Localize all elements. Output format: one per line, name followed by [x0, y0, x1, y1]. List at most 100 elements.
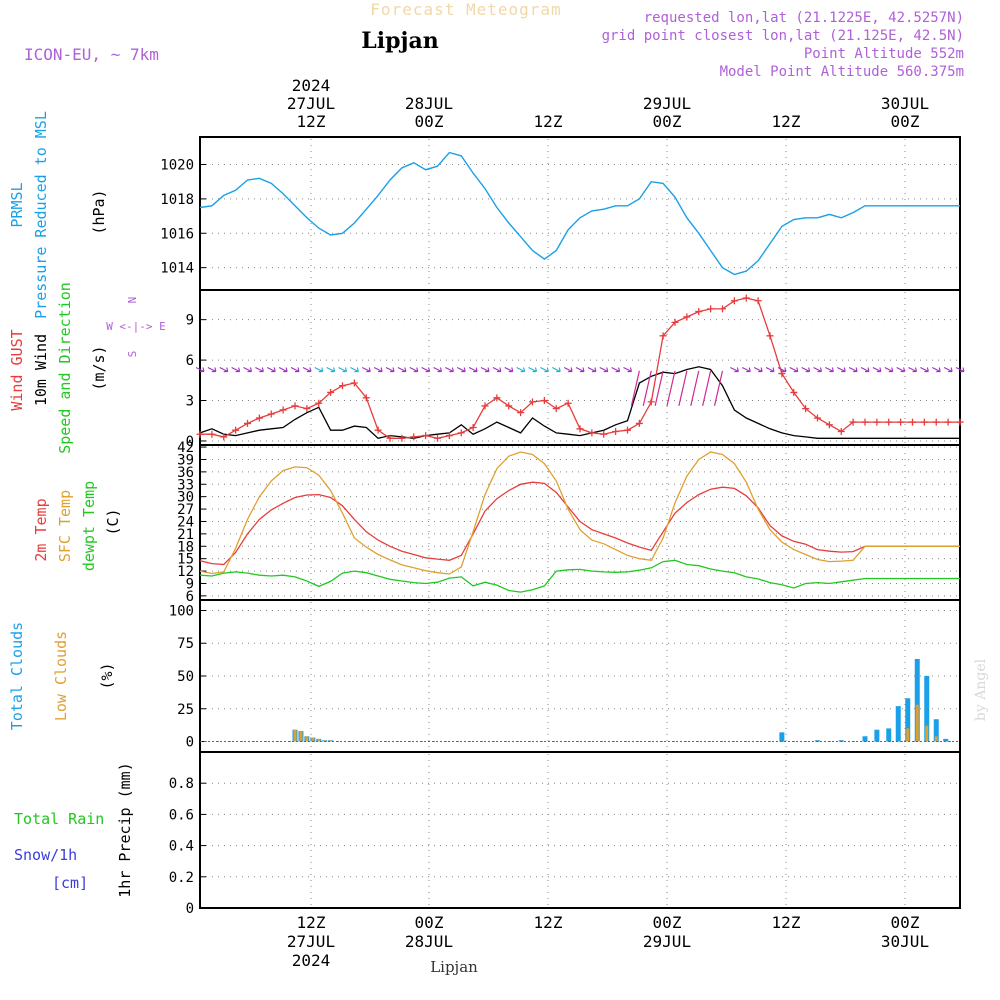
wind-direction-arrow: [654, 370, 664, 407]
y-tick-label: 36: [177, 465, 194, 481]
temp-unit: (C): [104, 508, 122, 535]
panel-clouds: 0 25 50 75 100: [169, 599, 961, 753]
gust-point: [505, 402, 513, 410]
panel-frame: [199, 751, 961, 909]
wind-direction-arrow: [848, 367, 858, 373]
gust-point: [374, 426, 382, 434]
gust-point: [362, 394, 370, 402]
gust-point: [671, 318, 679, 326]
wind-direction-arrow: [678, 370, 688, 407]
gust-point: [932, 418, 940, 426]
gust-point: [410, 433, 418, 441]
gust-point: [481, 402, 489, 410]
wind-direction-arrow: [896, 367, 906, 373]
y-tick-label: 39: [177, 452, 194, 468]
gust-point: [279, 406, 287, 414]
gust-point: [469, 423, 477, 431]
wind-direction-arrow: [314, 367, 324, 373]
time-label-hour: 00Z: [415, 112, 444, 131]
time-label-hour: 12Z: [297, 913, 326, 932]
pressure-ylabel: PRMSL: [8, 182, 26, 227]
panel-pressure: 1014 1016 1018 1020: [160, 136, 961, 291]
gust-point: [707, 305, 715, 313]
time-label-date: 27JUL: [287, 932, 335, 951]
y-tick-label: 1016: [160, 226, 194, 242]
chart-title: Forecast Meteogram: [370, 0, 561, 19]
gust-point: [837, 428, 845, 436]
total-cloud-bar: [838, 740, 844, 742]
wind-direction-arrow: [587, 367, 597, 373]
y-tick-label: 0.8: [169, 776, 194, 792]
wind-direction-arrow: [457, 367, 466, 373]
gust-point: [327, 388, 335, 396]
wind-direction-arrow: [338, 367, 348, 373]
wind-direction-arrow: [813, 367, 823, 373]
gust-point: [897, 418, 905, 426]
low-cloud-bar: [323, 740, 327, 742]
wind-unit: (m/s): [90, 345, 108, 390]
wind-direction-arrow: [552, 367, 561, 373]
gust-point: [909, 418, 916, 426]
panel-frame: [199, 444, 961, 601]
gust-point: [255, 414, 263, 422]
wind-direction-arrow: [504, 367, 514, 373]
sfc-temp-ylabel: SFC Temp: [56, 490, 74, 562]
wind-direction-arrow: [373, 367, 383, 373]
gust-point: [683, 313, 691, 321]
total-cloud-bar: [924, 676, 930, 742]
wind-direction-arrow: [219, 367, 229, 373]
wind-direction-arrow: [243, 367, 253, 373]
gust-point: [576, 425, 584, 433]
wind-direction-arrow: [267, 367, 276, 373]
legend-snow-unit: [cm]: [52, 874, 88, 892]
y-tick-label: 0: [186, 434, 194, 450]
gust-point: [291, 402, 299, 410]
y-tick-label: 0: [186, 901, 194, 917]
y-tick-label: 6: [186, 353, 194, 369]
wind-direction-ylabel: Speed and Direction: [56, 282, 74, 454]
gust-point: [303, 405, 311, 413]
gust-point: [196, 430, 204, 438]
panel-frame: [199, 289, 961, 446]
gust-point: [920, 418, 928, 426]
wind-direction-arrow: [278, 367, 288, 373]
wind-direction-arrow: [362, 367, 371, 373]
low-cloud-bar: [305, 736, 309, 742]
gust-point: [422, 432, 430, 440]
gust-point: [956, 418, 964, 426]
legend-total-rain: Total Rain: [14, 810, 104, 828]
gust-point: [517, 409, 525, 417]
low-cloud-bar: [915, 704, 919, 742]
wind-direction-arrow: [409, 367, 419, 373]
gust-point: [244, 419, 251, 427]
wind-direction-arrow: [908, 367, 918, 373]
wind-direction-arrow: [630, 370, 640, 407]
wind-direction-arrow: [599, 367, 609, 373]
gust-point: [208, 430, 216, 438]
time-label-year: 2024: [292, 951, 331, 970]
wind-direction-arrow: [207, 367, 217, 373]
wind-direction-arrow: [480, 367, 490, 373]
y-tick-label: 15: [177, 552, 194, 568]
gust-point: [564, 399, 572, 407]
wind-speed-line: [199, 366, 960, 440]
gust-point: [600, 430, 608, 438]
wind-direction-arrow: [713, 370, 724, 407]
wind-direction-arrow: [955, 367, 965, 373]
total-cloud-bar: [895, 706, 901, 742]
y-tick-label: 75: [177, 636, 194, 652]
y-tick-label: 1018: [160, 192, 194, 208]
y-tick-label: 0: [186, 735, 194, 751]
total-cloud-bar: [874, 729, 880, 742]
y-tick-label: 1014: [160, 261, 194, 277]
wind-direction-arrow: [290, 367, 300, 373]
wind-direction-arrow: [563, 367, 573, 373]
wind-direction-arrow: [326, 367, 336, 373]
time-label-hour: 12Z: [297, 112, 326, 131]
dewpt-line: [199, 559, 960, 593]
wind-direction-arrow: [433, 367, 443, 373]
gust-point: [529, 398, 536, 406]
wind-direction-arrow: [468, 367, 478, 373]
